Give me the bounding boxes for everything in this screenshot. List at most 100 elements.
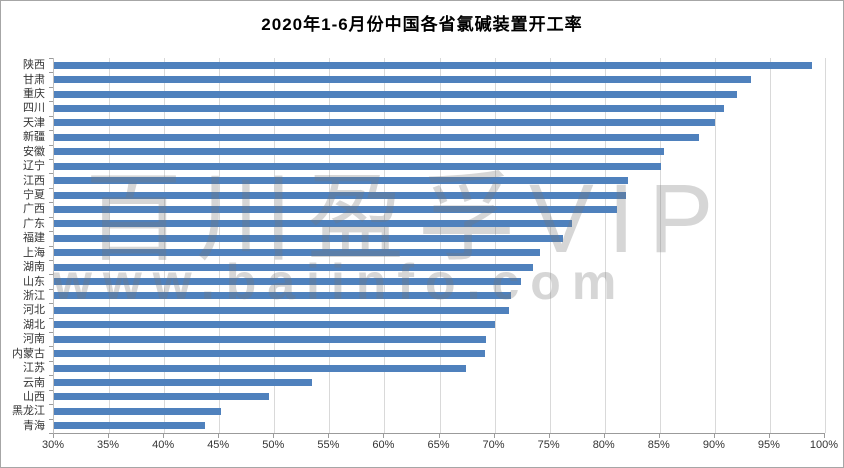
x-tick [273,434,275,438]
gridline [494,58,496,433]
category-label: 浙江 [23,289,45,302]
bar [54,162,661,170]
category-label: 江苏 [23,362,45,375]
y-tick [49,361,53,362]
bar-row [54,346,825,360]
bar [54,407,222,415]
y-tick [49,87,53,88]
gridline [109,58,111,433]
category-label: 安徽 [23,145,45,158]
bar-row [54,246,825,260]
bar [54,220,572,228]
x-tick-label: 90% [702,439,725,451]
y-tick [49,433,53,434]
y-tick [49,217,53,218]
y-tick [49,419,53,420]
x-tick-label: 75% [537,439,560,451]
y-tick [49,101,53,102]
category-label: 内蒙古 [12,347,45,360]
x-tick-label: 35% [97,439,120,451]
y-tick [49,145,53,146]
bar-row [54,375,825,389]
bar [54,177,628,185]
bar [54,321,495,329]
bar [54,133,700,141]
y-tick [49,159,53,160]
category-label: 江西 [23,174,45,187]
y-tick [49,130,53,131]
y-tick [49,202,53,203]
y-tick [49,274,53,275]
bar [54,422,205,430]
y-tick [49,375,53,376]
bar [54,61,812,69]
x-tick-label: 65% [427,439,450,451]
y-tick [49,173,53,174]
bar-row [54,361,825,375]
gridline [384,58,386,433]
category-label: 山西 [23,390,45,403]
bar [54,393,269,401]
category-label: 新疆 [23,131,45,144]
x-tick [824,434,825,438]
x-tick-label: 45% [207,439,230,451]
y-tick [49,346,53,347]
bar-row [54,332,825,346]
y-tick [49,246,53,247]
bar [54,90,737,98]
bar-row [54,87,825,101]
category-label: 黑龙江 [12,405,45,418]
bar-row [54,72,825,86]
category-label: 辽宁 [23,160,45,173]
category-label: 青海 [23,419,45,432]
y-tick [49,303,53,304]
category-label: 山东 [23,275,45,288]
bar-row [54,274,825,288]
bar-row [54,116,825,130]
bar-row [54,303,825,317]
bar [54,263,534,271]
bar [54,191,626,199]
x-tick-label: 100% [809,439,839,451]
category-label: 湖南 [23,261,45,274]
y-tick [49,58,53,59]
category-label: 重庆 [23,88,45,101]
category-label: 湖北 [23,318,45,331]
category-label: 四川 [23,102,45,115]
y-tick [49,260,53,261]
y-tick [49,404,53,405]
gridline [825,58,826,433]
x-tick-label: 80% [592,439,615,451]
bar [54,350,485,358]
bar-row [54,101,825,115]
bar [54,119,715,127]
y-tick [49,188,53,189]
y-tick [49,318,53,319]
x-tick-label: 50% [262,439,285,451]
bar-row [54,202,825,216]
x-tick-label: 95% [757,439,780,451]
x-tick [53,434,54,438]
bar-row [54,419,825,433]
bar [54,104,724,112]
bar-row [54,145,825,159]
bar [54,234,563,242]
bar [54,76,752,84]
gridline [164,58,166,433]
x-tick [163,434,165,438]
bar-row [54,289,825,303]
gridline [659,58,661,433]
bar [54,306,509,314]
y-axis-category-labels: 陕西 甘肃 重庆 四川 天津 新疆 安徽 辽宁 江西 宁夏 广西 广东 福建 上海 湖南 山东 浙江 河北 湖北 河南… [1,58,48,433]
category-label: 河南 [23,333,45,346]
gridline [769,58,771,433]
bar [54,292,512,300]
x-tick [658,434,660,438]
x-tick-label: 85% [647,439,670,451]
gridline [274,58,276,433]
bar [54,364,466,372]
plot-area [53,58,826,434]
bar-row [54,231,825,245]
x-tick [328,434,330,438]
bar-row [54,130,825,144]
